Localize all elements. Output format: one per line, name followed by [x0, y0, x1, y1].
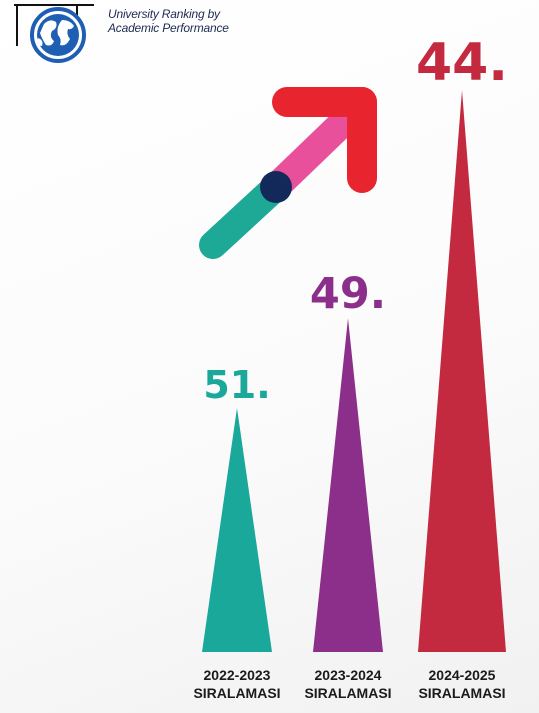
bar-spike-3 — [418, 90, 506, 652]
category-label-1-line-2: SIRALAMASI — [193, 685, 280, 701]
bar-spike-2 — [313, 318, 383, 652]
category-label-2-line-2: SIRALAMASI — [304, 685, 391, 701]
category-label-3-line-2: SIRALAMASI — [418, 685, 505, 701]
trend-arrow-icon — [199, 87, 377, 259]
category-label-2-line-1: 2023-2024 — [315, 667, 382, 683]
arrow-shaft-pink — [262, 96, 370, 201]
rank-label-1: 51. — [203, 363, 270, 407]
rank-label-3: 44. — [416, 33, 508, 93]
logo-text: University Ranking by Academic Performan… — [108, 7, 229, 35]
globe-icon — [14, 4, 94, 63]
category-label-3-line-1: 2024-2025 — [429, 667, 496, 683]
urap-logo: University Ranking by Academic Performan… — [14, 2, 234, 64]
logo-line-1: University Ranking by — [108, 7, 220, 21]
logo-line-2: Academic Performance — [108, 21, 229, 35]
arrow-dot — [260, 171, 292, 203]
bar-spike-1 — [202, 408, 272, 652]
rank-label-2: 49. — [310, 269, 386, 319]
category-label-1-line-1: 2022-2023 — [204, 667, 271, 683]
